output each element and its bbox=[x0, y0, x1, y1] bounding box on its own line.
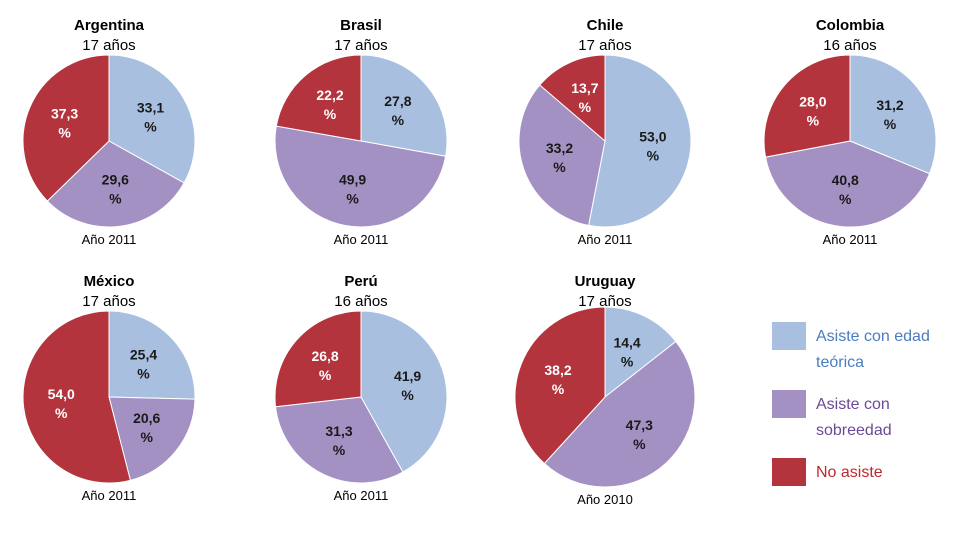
pie-caption-colombia: Año 2011 bbox=[823, 232, 878, 247]
pie-chart-peru: Perú 16 años 41,9 % 31,3 % 26,8 % Año 2011 bbox=[274, 273, 448, 503]
pie-title-brasil: Brasil bbox=[340, 17, 382, 34]
pie-caption-uruguay: Año 2010 bbox=[577, 492, 633, 507]
pie-title-chile: Chile bbox=[587, 17, 624, 34]
pie-slice-uruguay-asiste-con-edad-teorica bbox=[604, 306, 677, 399]
pie-subtitle-colombia: 16 años bbox=[823, 37, 876, 54]
pie-caption-argentina: Año 2011 bbox=[82, 232, 137, 247]
pie-subtitle-argentina: 17 años bbox=[82, 37, 135, 54]
pie-label-uruguay-asiste-con-edad-teorica: 14,4% bbox=[613, 335, 640, 370]
pie-subtitle-peru: 16 años bbox=[334, 293, 387, 310]
pie-slice-colombia-asiste-con-sobreedad bbox=[764, 140, 931, 228]
pie-title-argentina: Argentina bbox=[74, 17, 145, 34]
pie-label-argentina-no-asiste: 37,3% bbox=[51, 105, 78, 140]
legend-swatch-asiste-edad bbox=[772, 322, 806, 350]
pie-slice-chile-asiste-con-sobreedad bbox=[518, 84, 606, 227]
pie-label-chile-no-asiste: 13,7% bbox=[571, 80, 598, 115]
pie-slice-brasil-asiste-con-edad-teorica bbox=[360, 54, 448, 157]
pie-label-uruguay-asiste-con-sobreedad: 47,3% bbox=[626, 417, 653, 452]
pie-label-mexico-no-asiste: 54,0% bbox=[48, 386, 75, 421]
pie-label-mexico-asiste-con-sobreedad: 20,6% bbox=[133, 410, 160, 445]
pie-label-peru-asiste-con-edad-teorica: 41,9% bbox=[394, 368, 421, 403]
pie-label-mexico-asiste-con-edad-teorica: 25,4% bbox=[130, 346, 157, 381]
pie-slice-mexico-asiste-con-edad-teorica bbox=[108, 310, 196, 400]
legend-label-asiste-sobreedad: Asiste con sobreedad bbox=[816, 396, 892, 439]
pie-slice-peru-asiste-con-edad-teorica bbox=[360, 310, 448, 473]
pie-chart-brasil: Brasil 17 años 27,8 % 49,9 % 22,2 % Año 2011 bbox=[274, 17, 448, 247]
pie-label-brasil-no-asiste: 22,2% bbox=[316, 87, 343, 122]
pie-chart-colombia: Colombia 16 años 31,2 % 40,8 % 28,0 % Año 2011 bbox=[763, 17, 937, 247]
pie-subtitle-chile: 17 años bbox=[578, 37, 631, 54]
pie-label-argentina-asiste-con-edad-teorica: 33,1% bbox=[137, 100, 164, 135]
pie-slice-chile-asiste-con-edad-teorica bbox=[588, 54, 692, 228]
pie-label-colombia-asiste-con-edad-teorica: 31,2% bbox=[876, 97, 903, 132]
pie-slice-peru-asiste-con-sobreedad bbox=[274, 396, 404, 484]
pie-label-chile-asiste-con-edad-teorica: 53,0% bbox=[639, 129, 666, 164]
pie-label-colombia-asiste-con-sobreedad: 40,8% bbox=[832, 172, 859, 207]
pie-slice-uruguay-asiste-con-sobreedad bbox=[543, 340, 696, 488]
pie-label-colombia-no-asiste: 28,0% bbox=[799, 93, 826, 128]
pie-slice-peru-no-asiste bbox=[274, 310, 362, 408]
pie-label-brasil-asiste-con-edad-teorica: 27,8% bbox=[384, 93, 411, 128]
legend-label-asiste-edad: Asiste con edad teórica bbox=[816, 328, 930, 371]
pie-title-mexico: México bbox=[84, 273, 135, 290]
pie-slice-colombia-no-asiste bbox=[763, 54, 851, 158]
pie-caption-peru: Año 2011 bbox=[334, 488, 389, 503]
pie-slice-mexico-no-asiste bbox=[22, 310, 131, 484]
pie-chart-argentina: Argentina 17 años 33,1 % 29,6 % 37,3 % Año 2011 bbox=[22, 17, 196, 247]
pie-caption-mexico: Año 2011 bbox=[82, 488, 137, 503]
pie-label-argentina-asiste-con-sobreedad: 29,6% bbox=[102, 172, 129, 207]
pie-slice-chile-no-asiste bbox=[539, 54, 606, 143]
pie-subtitle-uruguay: 17 años bbox=[578, 293, 631, 310]
pie-subtitle-mexico: 17 años bbox=[82, 293, 135, 310]
pie-slice-colombia-asiste-con-edad-teorica bbox=[849, 54, 937, 175]
legend: Asiste con edad teórica Asiste con sobre… bbox=[772, 320, 942, 524]
pie-slice-uruguay-no-asiste bbox=[514, 306, 606, 465]
pie-label-brasil-asiste-con-sobreedad: 49,9% bbox=[339, 171, 366, 206]
pie-chart-chile: Chile 17 años 53,0 % 33,2 % 13,7 % Año 2011 bbox=[518, 17, 692, 247]
legend-swatch-asiste-sobreedad bbox=[772, 390, 806, 418]
pie-chart-mexico: México 17 años 25,4 % 20,6 % 54,0 % Año 2011 bbox=[22, 273, 196, 503]
pie-slice-argentina-asiste-con-sobreedad bbox=[46, 140, 185, 228]
pie-title-colombia: Colombia bbox=[816, 17, 885, 34]
pie-label-peru-no-asiste: 26,8% bbox=[311, 348, 338, 383]
pie-slice-mexico-asiste-con-sobreedad bbox=[108, 396, 196, 481]
legend-swatch-no-asiste bbox=[772, 458, 806, 486]
legend-label-no-asiste: No asiste bbox=[816, 464, 883, 481]
pie-subtitle-brasil: 17 años bbox=[334, 37, 387, 54]
legend-item-asiste-sobreedad: Asiste con sobreedad bbox=[772, 388, 942, 456]
pie-label-uruguay-no-asiste: 38,2% bbox=[544, 362, 571, 397]
pie-caption-brasil: Año 2011 bbox=[334, 232, 389, 247]
pie-label-peru-asiste-con-sobreedad: 31,3% bbox=[325, 423, 352, 458]
pie-caption-chile: Año 2011 bbox=[578, 232, 633, 247]
pie-slice-brasil-no-asiste bbox=[275, 54, 362, 142]
pie-title-uruguay: Uruguay bbox=[575, 273, 637, 290]
pie-label-chile-asiste-con-sobreedad: 33,2% bbox=[546, 140, 573, 175]
pie-slice-argentina-asiste-con-edad-teorica bbox=[108, 54, 196, 184]
legend-item-no-asiste: No asiste bbox=[772, 456, 942, 524]
pie-slice-brasil-asiste-con-sobreedad bbox=[274, 125, 447, 228]
legend-item-asiste-edad: Asiste con edad teórica bbox=[772, 320, 942, 388]
pie-chart-uruguay: Uruguay 17 años 14,4 % 47,3 % 38,2 % Año 2010 bbox=[514, 273, 696, 507]
pie-slice-argentina-no-asiste bbox=[22, 54, 110, 202]
pie-title-peru: Perú bbox=[344, 273, 377, 290]
